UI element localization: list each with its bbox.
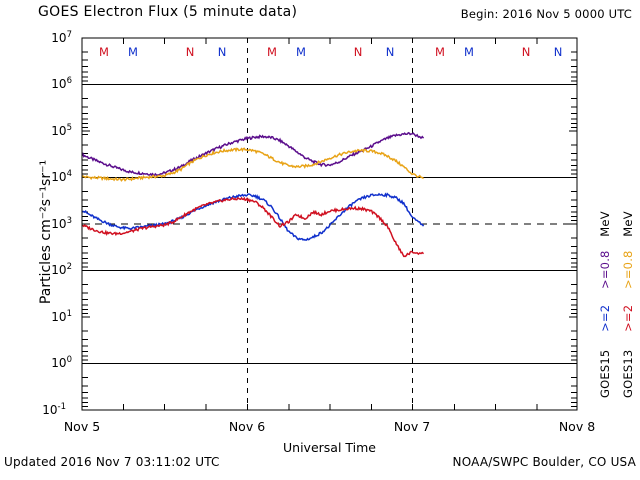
y-minor-ticks-left [82, 51, 88, 408]
y-tick-label: 101 [51, 309, 72, 324]
event-marker-n-3: N [217, 45, 227, 59]
event-marker-n-2: N [185, 45, 195, 59]
day-boundary-lines [246, 38, 414, 410]
y-tick-label: 107 [51, 30, 72, 45]
event-marker-m-9: M [464, 45, 474, 59]
x-axis-label: Universal Time [283, 440, 376, 455]
series-goes15-0.8mev [82, 131, 425, 177]
x-tick-label-nov5: Nov 5 [63, 419, 101, 434]
series-goes15-2mev [82, 192, 425, 241]
page-title: GOES Electron Flux (5 minute data) [38, 4, 298, 20]
updated-timestamp: Updated 2016 Nov 7 03:11:02 UTC [4, 455, 220, 469]
legend-goes15-unit: MeV [598, 211, 612, 237]
plot-frame [81, 37, 578, 411]
event-marker-n-10: N [521, 45, 531, 59]
series-goes13-0.8mev [82, 147, 424, 182]
legend-goes13-unit: MeV [621, 211, 635, 237]
y-minor-ticks-right [571, 51, 577, 408]
event-marker-m-4: M [267, 45, 277, 59]
series-goes13-2mev [82, 196, 425, 258]
y-tick-label: 106 [51, 76, 72, 91]
data-series-group [82, 131, 425, 258]
legend-goes15-08mev-channel: >=0.8 [598, 250, 612, 289]
source-credit: NOAA/SWPC Boulder, CO USA [452, 455, 636, 469]
y-tick-label: 103 [51, 216, 72, 231]
event-marker-m-0: M [99, 45, 109, 59]
event-marker-m-5: M [296, 45, 306, 59]
event-marker-m-1: M [128, 45, 138, 59]
event-marker-n-7: N [385, 45, 395, 59]
begin-time-label: Begin: 2016 Nov 5 0000 UTC [460, 7, 632, 21]
y-tick-label: 100 [51, 355, 72, 370]
legend-goes13-satellite: GOES13 [621, 349, 635, 398]
x-tick-label-nov7: Nov 7 [393, 419, 431, 434]
x-ticks [122, 38, 538, 410]
y-tick-label: 10-1 [42, 402, 66, 417]
major-gridlines [82, 83, 577, 365]
event-marker-m-8: M [435, 45, 445, 59]
legend-goes13-2mev-channel: >=2 [621, 304, 635, 332]
legend-goes15-2mev-channel: >=2 [598, 304, 612, 332]
y-tick-label: 105 [51, 123, 72, 138]
x-tick-label-nov8: Nov 8 [558, 419, 596, 434]
legend-goes13-08mev-channel: >=0.8 [621, 250, 635, 289]
legend-goes15-satellite: GOES15 [598, 349, 612, 398]
y-tick-label: 102 [51, 262, 72, 277]
x-tick-label-nov6: Nov 6 [228, 419, 266, 434]
y-tick-label: 104 [51, 169, 72, 184]
event-marker-n-6: N [353, 45, 363, 59]
event-marker-n-11: N [553, 45, 563, 59]
